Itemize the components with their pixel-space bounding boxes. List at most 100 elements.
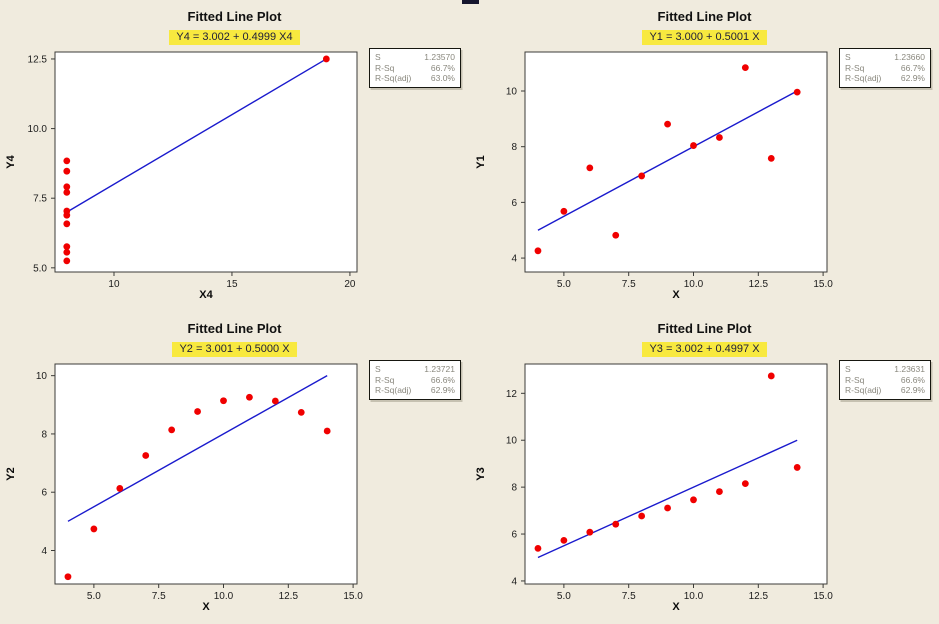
data-point [116, 485, 124, 492]
data-point [63, 243, 71, 251]
y-tick-label: 10.0 [28, 124, 48, 135]
stat-value: 1.23721 [424, 364, 455, 374]
stat-value: 62.9% [900, 385, 925, 395]
data-point [690, 496, 697, 504]
x-tick-label: 10.0 [214, 591, 234, 602]
plot-frame [54, 363, 358, 585]
x-tick-label: 12.5 [749, 591, 769, 602]
stat-row: S 1.23570 [375, 52, 455, 63]
y-tick-label: 12.5 [28, 54, 48, 65]
y-tick-label: 8 [511, 142, 517, 153]
data-point [63, 220, 71, 228]
stat-row: R-Sq 66.7% [375, 63, 455, 74]
stat-row: S 1.23721 [375, 364, 455, 375]
stats-box: S 1.23631 R-Sq 66.6% R-Sq(adj) 62.9% [839, 360, 931, 400]
regression-equation: Y3 = 3.002 + 0.4997 X [642, 342, 767, 357]
x-tick-label: 15.0 [813, 279, 833, 290]
x-tick-label: 20 [344, 279, 356, 290]
y-tick-label: 8 [41, 429, 47, 440]
y-tick-label: 8 [511, 483, 517, 494]
regression-equation: Y4 = 3.002 + 0.4999 X4 [169, 30, 300, 45]
data-point [793, 88, 801, 96]
data-point [63, 167, 71, 175]
scatter-plot: 5.0 7.5 10.0 12.5 15.0 4 6 8 10 12 [506, 363, 833, 602]
fitted-line [67, 375, 328, 522]
equation-row: Y1 = 3.000 + 0.5001 X [470, 27, 939, 45]
data-point [246, 393, 253, 401]
data-point [741, 480, 749, 488]
equation-row: Y4 = 3.002 + 0.4999 X4 [0, 27, 469, 45]
plot-frame [54, 51, 358, 273]
scatter-plot: 5.0 7.5 10.0 12.5 15.0 4 6 8 10 [506, 51, 833, 290]
equation-row: Y2 = 3.001 + 0.5000 X [0, 339, 469, 357]
data-point [586, 528, 594, 536]
equation-row: Y3 = 3.002 + 0.4997 X [470, 339, 939, 357]
stat-label: R-Sq(adj) [375, 73, 412, 83]
x-tick-label: 5.0 [557, 279, 571, 290]
data-point [612, 520, 620, 528]
stat-label: R-Sq [375, 374, 395, 385]
fitted-line [66, 58, 327, 213]
x-tick-label: 15 [226, 279, 238, 290]
data-point [323, 427, 331, 435]
y-tick-label: 7.5 [33, 194, 47, 205]
chart-title: Fitted Line Plot [657, 9, 752, 24]
data-point [793, 464, 801, 471]
stat-value: 1.23570 [424, 52, 455, 62]
data-point [271, 397, 279, 405]
x-tick-label: 15.0 [343, 591, 363, 602]
y-tick-label: 10 [36, 371, 48, 382]
data-point [90, 525, 98, 533]
stats-box: S 1.23721 R-Sq 66.6% R-Sq(adj) 62.9% [369, 360, 461, 400]
y-tick-label: 12 [506, 389, 518, 400]
x-tick-label: 7.5 [622, 279, 636, 290]
stat-value: 1.23631 [894, 364, 925, 374]
chart-title: Fitted Line Plot [187, 9, 282, 24]
x-tick-label: 10.0 [684, 279, 704, 290]
data-point [767, 372, 775, 380]
data-point [534, 247, 542, 255]
stat-label: R-Sq [845, 62, 865, 73]
y-tick-label: 4 [511, 576, 517, 587]
data-point [63, 257, 71, 265]
panel-y4-vs-x4: 10 15 20 5.0 7.5 10.0 12.5 Fitted Line Plot Y4… [0, 0, 469, 312]
data-point [664, 120, 671, 128]
x-tick-label: 7.5 [622, 591, 636, 602]
y-tick-label: 4 [41, 546, 47, 557]
data-point [586, 164, 594, 172]
stat-value: 1.23660 [894, 52, 925, 62]
stat-label: S [375, 364, 381, 374]
data-point [612, 231, 620, 239]
stat-label: S [845, 364, 851, 374]
data-point [63, 183, 71, 191]
fitted-line [537, 90, 798, 231]
y-tick-label: 6 [41, 488, 47, 499]
stat-row: S 1.23631 [845, 364, 925, 375]
plot-frame [524, 363, 828, 585]
stat-row: R-Sq 66.6% [845, 375, 925, 386]
data-point [63, 188, 71, 196]
data-point [690, 142, 697, 149]
y-tick-label: 6 [511, 198, 517, 209]
stat-row: R-Sq(adj) 62.9% [845, 73, 925, 84]
x-tick-label: 5.0 [557, 591, 571, 602]
y-axis-label: Y1 [475, 155, 487, 169]
stat-row: S 1.23660 [845, 52, 925, 63]
x-tick-label: 15.0 [813, 591, 833, 602]
y-tick-label: 10 [506, 436, 518, 447]
data-point [638, 512, 646, 520]
x-axis-label: X [672, 289, 680, 301]
stat-label: S [375, 52, 381, 62]
stat-row: R-Sq(adj) 62.9% [375, 385, 455, 396]
data-point [741, 64, 749, 71]
stat-value: 66.6% [900, 374, 925, 385]
stat-label: R-Sq [845, 374, 865, 385]
plot-frame [524, 51, 828, 273]
data-point [560, 207, 568, 215]
x-axis-label: X [672, 601, 680, 613]
y-axis-label: Y3 [475, 467, 487, 481]
stat-label: S [845, 52, 851, 62]
stat-row: R-Sq(adj) 63.0% [375, 73, 455, 84]
scatter-plot: 5.0 7.5 10.0 12.5 15.0 4 6 8 10 [36, 363, 363, 602]
